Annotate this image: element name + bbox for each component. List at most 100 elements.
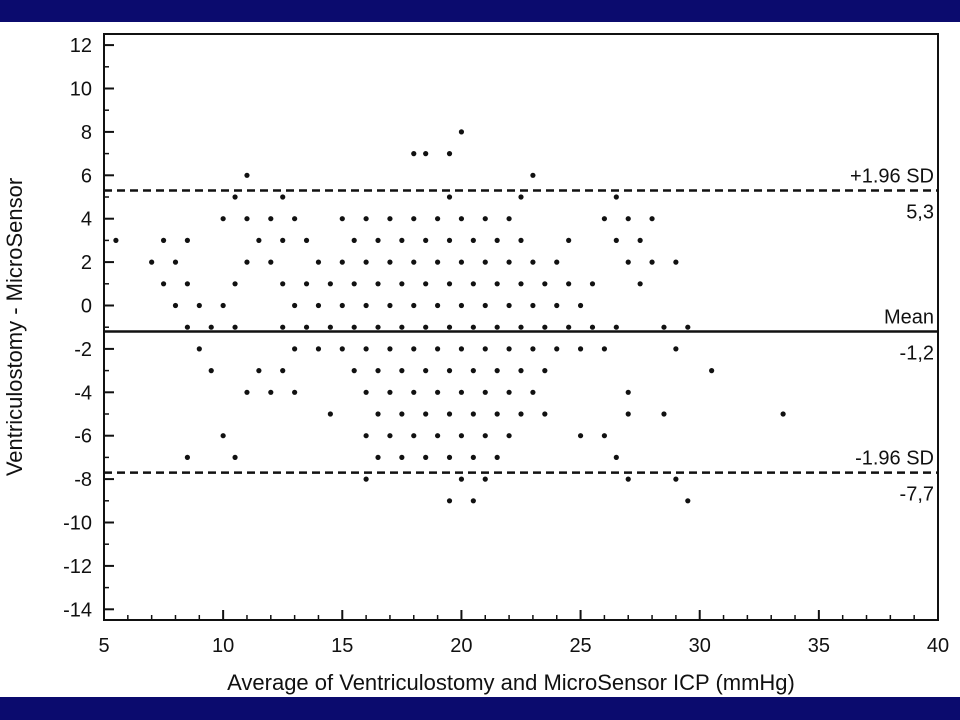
data-point [172,259,179,265]
data-point [554,346,560,352]
data-point [637,237,643,243]
data-point [446,368,453,374]
data-point [506,216,512,222]
data-point [577,302,584,309]
bland-altman-chart: -14 -12 -10 -8 -6 -4 -2 0 2 4 6 8 10 12 5 10 15 20 25 30 35… [2,33,949,695]
data-point [625,411,631,417]
y-tick-label: 0 [81,296,92,318]
data-point [220,302,226,309]
data-point [482,216,488,222]
data-point [387,346,393,352]
data-point [423,454,429,460]
data-point [160,237,167,243]
data-point [458,476,465,482]
data-point [673,259,679,265]
lower_loa-label: -1.96 SD [855,448,934,470]
data-point [292,389,298,395]
data-point [589,324,596,330]
y-axis-label: Ventriculostomy - MicroSensor [2,178,27,476]
data-point [303,237,310,243]
data-point [208,324,214,330]
data-point [554,259,560,265]
data-point [303,324,310,330]
data-point [649,216,655,222]
x-axis: 5 10 15 20 25 30 35 40 [98,610,949,657]
y-tick-label: 12 [70,35,92,57]
data-point [399,237,405,243]
data-point [530,389,536,395]
x-tick-label: 25 [569,635,591,657]
y-tick-label: -14 [63,599,92,621]
data-point [625,216,631,222]
data-point [577,346,584,352]
data-point [613,324,619,330]
data-point [470,411,476,417]
data-point [268,216,274,222]
data-points [113,129,786,504]
data-point [494,411,500,417]
lower_loa-value: -7,7 [900,484,934,506]
data-point [685,498,691,504]
data-point [542,411,548,417]
data-point [530,172,536,178]
data-point [292,216,298,222]
data-point [470,368,476,374]
data-point [113,237,119,243]
data-point [411,302,417,309]
x-tick-label: 20 [450,635,472,657]
data-point [339,259,345,265]
data-point [613,194,619,200]
y-tick-label: -8 [74,469,92,491]
data-point [530,346,536,352]
data-point [482,346,488,352]
data-point [268,389,274,395]
data-point [458,259,465,265]
data-point [649,259,655,265]
data-point [613,237,619,243]
data-point [268,259,274,265]
reference-lines: +1.96 SD 5,3 Mean -1,2 -1.96 SD -7,7 [104,165,938,506]
data-point [292,302,298,309]
data-point [351,324,357,330]
data-point [292,346,298,352]
data-point [435,259,441,265]
data-point [315,259,322,265]
data-point [673,476,679,482]
data-point [470,281,476,287]
data-point [244,389,250,395]
data-point [446,151,453,157]
data-point [256,368,262,374]
data-point [601,433,608,439]
data-point [435,389,441,395]
data-point [399,281,405,287]
data-point [172,302,179,309]
data-point [518,281,524,287]
y-tick-label: -4 [74,382,92,404]
data-point [577,433,584,439]
x-tick-label: 5 [98,635,109,657]
data-point [160,281,167,287]
data-point [470,454,476,460]
data-point [458,129,465,135]
data-point [184,281,190,287]
data-point [351,237,357,243]
x-tick-label: 35 [808,635,830,657]
mean-label: Mean [884,307,934,329]
data-point [661,411,667,417]
data-point [446,281,453,287]
data-point [184,454,190,460]
data-point [625,476,631,482]
y-tick-label: -2 [74,339,92,361]
data-point [446,454,453,460]
data-point [554,302,560,309]
data-point [351,368,357,374]
data-point [542,281,548,287]
data-point [363,389,369,395]
data-point [494,281,500,287]
data-point [232,281,238,287]
data-point [363,302,369,309]
data-point [446,237,453,243]
x-axis-label: Average of Ventriculostomy and MicroSens… [227,670,795,695]
data-point [375,324,381,330]
data-point [184,237,190,243]
